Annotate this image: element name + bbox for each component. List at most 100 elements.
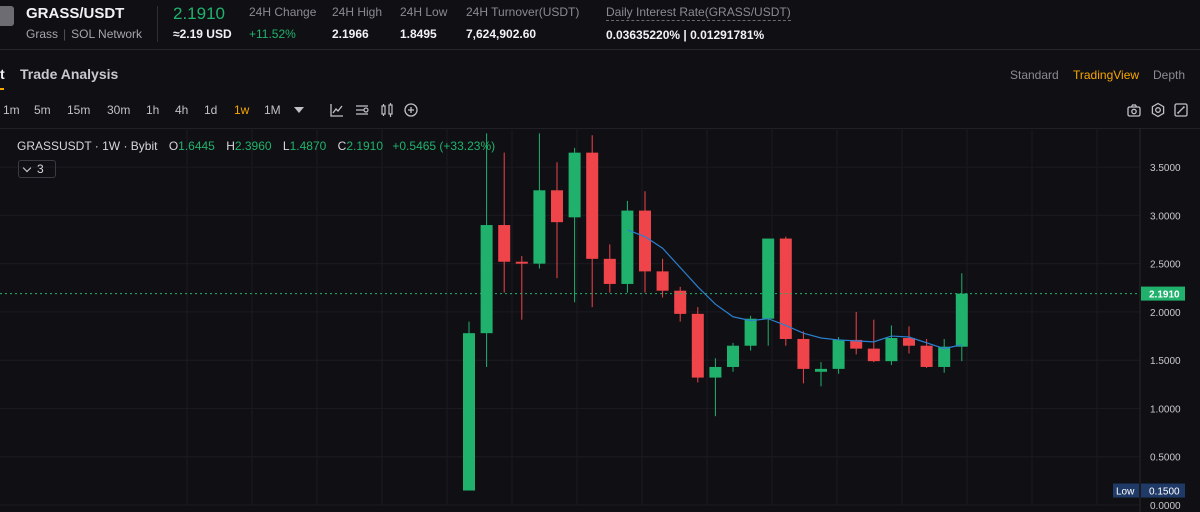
price-axis-label: 0.5000 (1150, 453, 1181, 464)
price-axis-label: 3.5000 (1150, 163, 1181, 174)
stat-label: 24H Low (400, 5, 448, 19)
timeframe-30m[interactable]: 30m (107, 103, 131, 117)
candle-body (762, 238, 775, 319)
tag-project[interactable]: Grass (26, 27, 59, 41)
chart-tabs: t Trade Analysis Standard TradingView De… (0, 62, 1200, 90)
legend-symbol: GRASSUSDT · 1W · Bybit (17, 139, 158, 153)
pair-name[interactable]: GRASS/USDT (26, 5, 125, 22)
price-axis-label: 3.0000 (1150, 211, 1181, 222)
candle-body (656, 271, 669, 291)
indicator-toggle[interactable]: 3 (18, 160, 56, 178)
candle-body (639, 210, 651, 272)
add-icon[interactable] (403, 102, 419, 118)
tab-trade-analysis[interactable]: Trade Analysis (20, 66, 119, 82)
chart-area[interactable] (0, 128, 1200, 512)
candles-icon[interactable] (379, 102, 395, 118)
timeframe-1m[interactable]: 1m (3, 103, 20, 117)
stat-value: 2.1966 (332, 27, 369, 41)
stat-24h-change: 24H Change +11.52% (249, 5, 316, 41)
legend-low-label: L (282, 139, 290, 153)
stat-value: 7,624,902.60 (466, 27, 537, 41)
indicator-count: 3 (37, 162, 44, 176)
current-price-tag-bg (1141, 286, 1185, 301)
coin-icon (0, 6, 14, 26)
candlestick-chart[interactable]: 3.5000 3.0000 2.5000 2.0000 1.5000 1.0000 0.50… (0, 128, 1200, 512)
fullscreen-icon[interactable] (1173, 102, 1189, 118)
chevron-down-icon (22, 163, 32, 173)
view-standard[interactable]: Standard (1010, 68, 1059, 82)
last-price: 2.1910 (173, 4, 225, 23)
candle-body (779, 238, 792, 339)
stat-value: 0.03635220% | 0.01291781% (606, 28, 765, 42)
timeframe-1d[interactable]: 1d (204, 103, 218, 117)
low-tag-value: 0.1500 (1149, 487, 1180, 498)
legend-open-label: O (168, 139, 179, 153)
pair-tags: Grass | SOL Network (26, 27, 142, 41)
price-axis-label: 2.0000 (1150, 308, 1181, 319)
candle-body (498, 225, 511, 262)
tab-chart[interactable]: t (0, 66, 5, 82)
legend-close-label: C (337, 139, 347, 153)
candle-body (551, 190, 563, 223)
candle-body (867, 348, 880, 362)
timeframe-1w[interactable]: 1w (234, 103, 250, 117)
stat-label: 24H Turnover(USDT) (466, 5, 580, 19)
moving-average-line (627, 229, 962, 350)
legend-open: 1.6445 (178, 139, 215, 153)
dropdown-caret-icon[interactable] (291, 102, 307, 118)
candle-body (533, 190, 546, 264)
candle-body (463, 333, 475, 491)
stat-daily-interest[interactable]: Daily Interest Rate(GRASS/USDT) 0.036352… (606, 5, 791, 42)
candle-body (938, 346, 951, 367)
usd-price: ≈2.19 USD (173, 27, 232, 41)
candle-body (727, 345, 739, 367)
candle-body (586, 152, 599, 259)
current-price-tag: 2.1910 (1149, 290, 1180, 301)
low-tag-value-bg (1141, 483, 1185, 498)
view-tradingview[interactable]: TradingView (1073, 68, 1140, 82)
price-axis-label: 1.5000 (1150, 356, 1181, 367)
tag-network[interactable]: SOL Network (71, 27, 143, 41)
timeframe-1h[interactable]: 1h (146, 103, 160, 117)
candle-body (709, 366, 722, 378)
camera-icon[interactable] (1126, 102, 1142, 118)
settings-icon[interactable] (1150, 102, 1166, 118)
ticker-header: GRASS/USDT Grass | SOL Network 2.1910 ≈2.1… (0, 0, 1200, 50)
stat-24h-low: 24H Low 1.8495 (400, 5, 447, 41)
chart-toolbar: 1m 5m 15m 30m 1h 4h 1d 1w 1M (0, 100, 1200, 122)
low-tag-label-bg (1113, 483, 1139, 498)
low-tag-label: Low (1116, 487, 1135, 498)
indicators-icon[interactable] (329, 102, 345, 118)
candle-body (955, 293, 968, 347)
legend-high-label: H (226, 139, 235, 153)
price-axis-label: 1.0000 (1150, 404, 1181, 415)
legend-high: 2.3960 (234, 139, 272, 153)
timeframe-15m[interactable]: 15m (67, 103, 91, 117)
candle-body (744, 318, 757, 346)
stat-label: 24H Change (249, 5, 317, 19)
price-axis-label: 0.0000 (1150, 501, 1181, 512)
timeframe-1M[interactable]: 1M (264, 103, 281, 117)
stat-value: 1.8495 (400, 27, 437, 41)
candle-body (603, 258, 616, 284)
view-depth[interactable]: Depth (1153, 68, 1186, 82)
stat-24h-high: 24H High 2.1966 (332, 5, 382, 41)
active-tab-indicator (0, 88, 4, 90)
legend-low: 1.4870 (289, 139, 327, 153)
stat-label[interactable]: Daily Interest Rate(GRASS/USDT) (606, 5, 791, 21)
chart-type-icon[interactable] (354, 102, 370, 118)
stat-24h-turnover: 24H Turnover(USDT) 7,624,902.60 (466, 5, 579, 41)
header-divider (157, 6, 158, 42)
candle-body (568, 152, 581, 218)
timeframe-5m[interactable]: 5m (34, 103, 51, 117)
candle-body (920, 345, 933, 367)
price-axis-label: 2.5000 (1150, 260, 1181, 271)
legend-close: 2.1910 (346, 139, 384, 153)
candle-body (515, 261, 528, 264)
tag-separator: | (63, 27, 67, 41)
candle-body (903, 337, 915, 346)
candle-body (621, 210, 634, 284)
stat-label: 24H High (332, 5, 383, 19)
timeframe-4h[interactable]: 4h (175, 103, 189, 117)
candle-body (832, 339, 845, 369)
